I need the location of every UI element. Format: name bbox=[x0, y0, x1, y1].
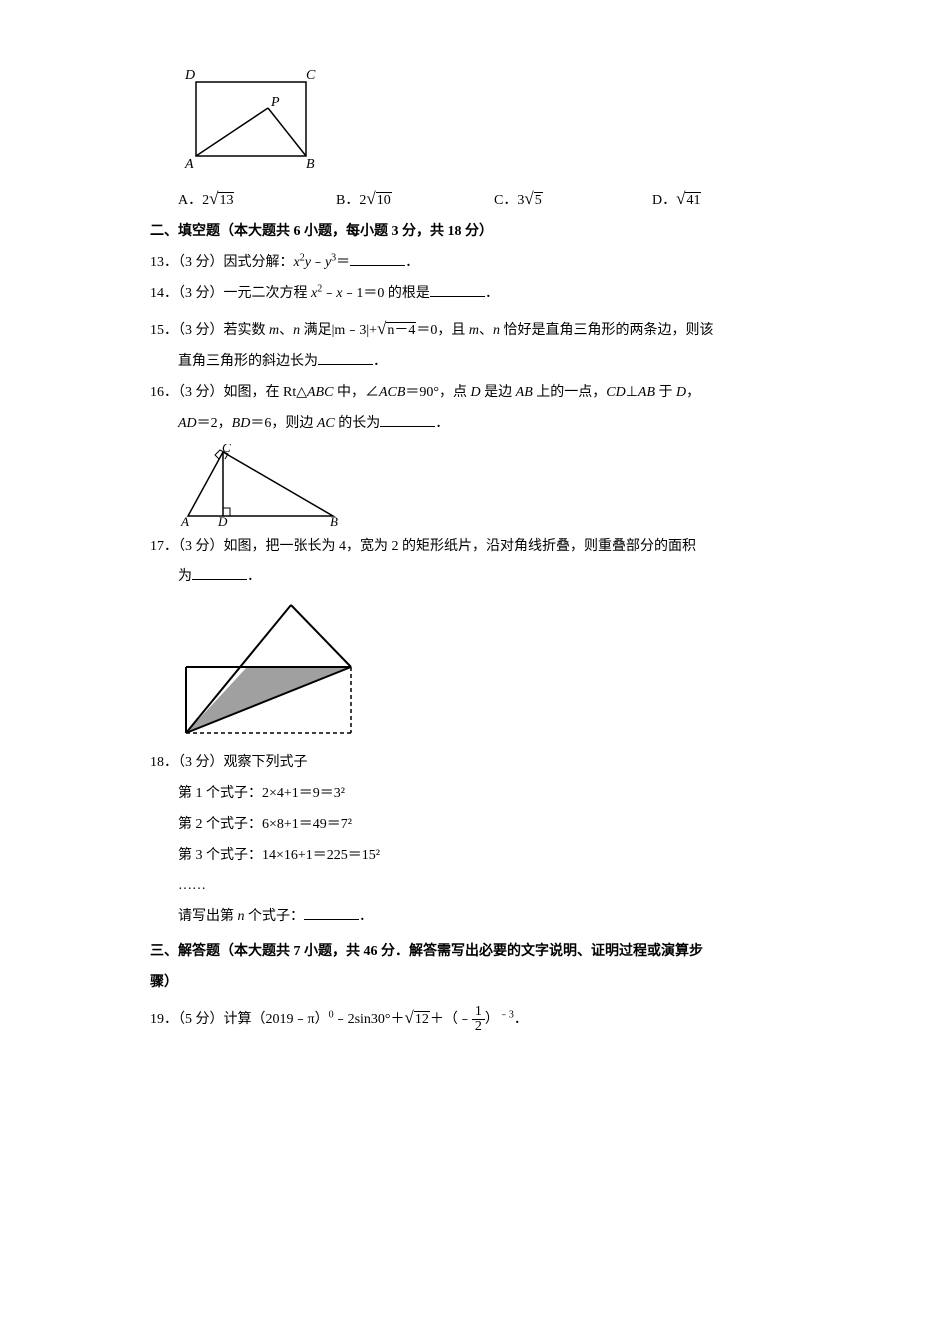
q14: 14．（3 分）一元二次方程 x2﹣x﹣1＝0 的根是． bbox=[150, 279, 810, 310]
q18-row4: …… bbox=[150, 871, 810, 902]
q17-points: （3 分） bbox=[178, 539, 224, 554]
q12-option-b: B．2√10 bbox=[336, 180, 494, 217]
q12-option-d: D．√41 bbox=[652, 180, 810, 217]
q18-ask: 请写出第 n 个式子：． bbox=[150, 902, 810, 933]
section-3-header-l1: 三、解答题（本大题共 7 小题，共 46 分．解答需写出必要的文字说明、证明过程… bbox=[150, 937, 810, 968]
q17-number: 17 bbox=[150, 539, 164, 554]
q12-figure: A B C D P bbox=[150, 64, 810, 174]
q13-blank[interactable] bbox=[350, 251, 405, 266]
q13: 13．（3 分）因式分解：x2y﹣y3＝． bbox=[150, 248, 810, 279]
right-triangle-cd-diagram: A D B C bbox=[178, 444, 343, 526]
q19: 19．（5 分）计算（2019﹣π）0﹣2sin30°＋√12＋（﹣12）﹣3． bbox=[150, 999, 810, 1036]
q17-figure bbox=[150, 597, 810, 742]
svg-text:C: C bbox=[222, 444, 231, 455]
exam-page: A B C D P A．2√13 B．2√10 C．3√5 D．√41 二、填空… bbox=[0, 0, 950, 1344]
q18-row3: 第 3 个式子：14×16+1＝225＝15² bbox=[150, 841, 810, 872]
q12-option-c: C．3√5 bbox=[494, 180, 652, 217]
q19-number: 19 bbox=[150, 1012, 164, 1027]
svg-text:B: B bbox=[306, 157, 315, 172]
svg-text:A: A bbox=[180, 514, 189, 526]
q19-points: （5 分） bbox=[178, 1012, 224, 1027]
q17-line1: 17．（3 分）如图，把一张长为 4，宽为 2 的矩形纸片，沿对角线折叠，则重叠… bbox=[150, 532, 810, 563]
q13-number: 13 bbox=[150, 255, 164, 270]
q15-number: 15 bbox=[150, 323, 164, 338]
q14-blank[interactable] bbox=[430, 282, 485, 297]
q14-points: （3 分） bbox=[178, 286, 224, 301]
q18-number: 18 bbox=[150, 755, 164, 770]
q12-option-a: A．2√13 bbox=[178, 180, 336, 217]
q17-line2: 为． bbox=[150, 562, 810, 593]
q18-row2: 第 2 个式子：6×8+1＝49＝7² bbox=[150, 810, 810, 841]
svg-text:D: D bbox=[184, 68, 195, 83]
q16-line2: AD＝2，BD＝6，则边 AC 的长为． bbox=[150, 409, 810, 440]
q18-row1: 第 1 个式子：2×4+1＝9＝3² bbox=[150, 779, 810, 810]
q15-line1: 15．（3 分）若实数 m、n 满足|m﹣3|+√n－4＝0，且 m、n 恰好是… bbox=[150, 310, 810, 347]
q18-points: （3 分） bbox=[178, 755, 224, 770]
q15-line2: 直角三角形的斜边长为． bbox=[150, 347, 810, 378]
rectangle-apb-diagram: A B C D P bbox=[178, 64, 333, 174]
q17-blank[interactable] bbox=[192, 565, 247, 580]
q16-points: （3 分） bbox=[178, 385, 224, 400]
fraction-half: 12 bbox=[472, 1005, 485, 1034]
svg-text:P: P bbox=[270, 95, 280, 110]
svg-text:C: C bbox=[306, 68, 316, 83]
q16-blank[interactable] bbox=[380, 412, 435, 427]
svg-text:D: D bbox=[217, 514, 228, 526]
q13-text: 因式分解： bbox=[224, 255, 294, 270]
q18-blank[interactable] bbox=[304, 905, 359, 920]
q16-figure: A D B C bbox=[150, 444, 810, 526]
q14-number: 14 bbox=[150, 286, 164, 301]
svg-text:B: B bbox=[330, 514, 338, 526]
folded-rectangle-diagram bbox=[178, 597, 363, 742]
q12-options-row: A．2√13 B．2√10 C．3√5 D．√41 bbox=[150, 180, 810, 217]
svg-text:A: A bbox=[184, 157, 194, 172]
q16-line1: 16．（3 分）如图，在 Rt△ABC 中，∠ACB＝90°，点 D 是边 AB… bbox=[150, 378, 810, 409]
q13-points: （3 分） bbox=[178, 255, 224, 270]
section-3-header-l2: 骤） bbox=[150, 968, 810, 999]
section-2-header: 二、填空题（本大题共 6 小题，每小题 3 分，共 18 分） bbox=[150, 217, 810, 248]
q15-blank[interactable] bbox=[318, 350, 373, 365]
q16-number: 16 bbox=[150, 385, 164, 400]
q15-points: （3 分） bbox=[178, 323, 224, 338]
q18-line1: 18．（3 分）观察下列式子 bbox=[150, 748, 810, 779]
